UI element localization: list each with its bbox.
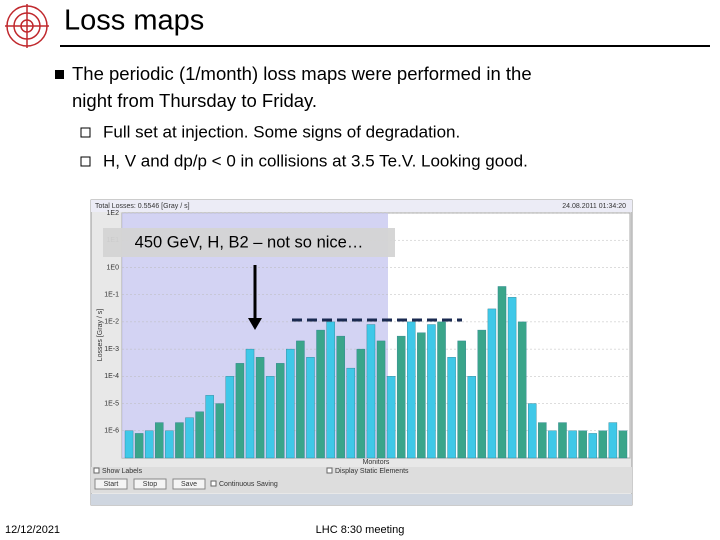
bar bbox=[386, 376, 396, 459]
bar bbox=[578, 430, 587, 459]
annotation: 450 GeV, H, B2 – not so nice… bbox=[135, 233, 364, 251]
sub-bullet-text: Full set at injection. Some signs of deg… bbox=[103, 122, 460, 141]
y-tick-label: 1E0 bbox=[107, 264, 120, 271]
bar bbox=[276, 363, 285, 459]
bar bbox=[245, 348, 255, 459]
timestamp: 24.08.2011 01:34:20 bbox=[562, 203, 626, 210]
y-tick-label: 1E2 bbox=[107, 210, 120, 217]
bar bbox=[538, 422, 547, 459]
sub-bullet bbox=[80, 156, 91, 167]
bar bbox=[507, 297, 517, 459]
bar bbox=[346, 367, 356, 459]
footer-date: 12/12/2021 bbox=[5, 524, 60, 536]
button-label: Start bbox=[104, 481, 119, 488]
control-label: Display Static Elements bbox=[335, 468, 409, 475]
logo bbox=[5, 4, 49, 48]
bar bbox=[437, 321, 446, 459]
checkbox[interactable] bbox=[326, 467, 333, 474]
bar bbox=[467, 376, 477, 459]
y-tick-label: 1E-2 bbox=[104, 319, 119, 326]
checkbox[interactable] bbox=[210, 480, 217, 487]
bar bbox=[286, 348, 295, 459]
bar bbox=[376, 340, 386, 459]
bar bbox=[215, 403, 225, 459]
bar bbox=[356, 348, 366, 459]
bar bbox=[134, 433, 144, 459]
button-label: Save bbox=[181, 481, 197, 488]
annotation-box bbox=[103, 228, 395, 257]
bar bbox=[195, 411, 204, 459]
footer-meeting: LHC 8:30 meeting bbox=[316, 524, 405, 536]
bar bbox=[144, 430, 154, 459]
y-tick-label: 1E-4 bbox=[104, 373, 119, 380]
bar bbox=[155, 422, 164, 459]
bar bbox=[548, 430, 557, 459]
bar bbox=[477, 329, 487, 459]
bar bbox=[588, 433, 597, 459]
bar bbox=[235, 363, 245, 459]
bar bbox=[497, 286, 507, 459]
bar bbox=[568, 430, 577, 459]
bar bbox=[296, 340, 305, 459]
sub-bullet bbox=[80, 127, 91, 138]
bar bbox=[185, 417, 194, 459]
bar bbox=[608, 422, 618, 459]
bar bbox=[447, 357, 456, 459]
y-tick-label: 1E-1 bbox=[104, 292, 119, 299]
arrow-head bbox=[248, 318, 262, 330]
bar bbox=[265, 376, 275, 459]
bar bbox=[407, 321, 416, 459]
annotations: 450 GeV, H, B2 – not so nice… bbox=[103, 228, 462, 330]
bar bbox=[417, 332, 426, 459]
screenshot-header bbox=[91, 200, 632, 212]
start-button[interactable] bbox=[94, 478, 128, 490]
bar bbox=[255, 357, 265, 459]
bar bbox=[306, 357, 315, 459]
bullet-text: The periodic (1/month) loss maps were pe… bbox=[72, 63, 532, 84]
x-axis-label: Monitors bbox=[363, 459, 390, 466]
bar bbox=[517, 321, 527, 459]
checkbox[interactable] bbox=[93, 467, 100, 474]
y-tick-label: 1E-5 bbox=[104, 400, 119, 407]
button-label: Stop bbox=[143, 481, 158, 488]
bar bbox=[366, 324, 376, 459]
bar bbox=[124, 430, 134, 459]
bar bbox=[427, 324, 436, 459]
stop-button[interactable] bbox=[133, 478, 167, 490]
y-tick-label: 1E-6 bbox=[104, 428, 119, 435]
bar bbox=[528, 403, 537, 459]
bar bbox=[326, 321, 335, 459]
bar bbox=[336, 335, 345, 459]
bar bbox=[598, 430, 608, 459]
bar bbox=[618, 430, 628, 459]
bar bbox=[396, 335, 406, 459]
control-label: Continuous Saving bbox=[219, 481, 278, 488]
bullet bbox=[55, 70, 64, 79]
bullet-text: night from Thursday to Friday. bbox=[72, 90, 317, 111]
y-axis-label: Losses [Gray / s] bbox=[97, 309, 104, 362]
y-tick-label: 1E-3 bbox=[104, 346, 119, 353]
bar bbox=[205, 395, 214, 459]
slide-title: Loss maps bbox=[64, 5, 204, 37]
sub-bullet-text: H, V and dp/p < 0 in collisions at 3.5 T… bbox=[103, 151, 528, 170]
status-bar bbox=[91, 494, 632, 505]
bar bbox=[225, 376, 235, 459]
bar bbox=[457, 340, 466, 459]
bar bbox=[165, 430, 174, 459]
save-button[interactable] bbox=[172, 478, 206, 490]
control-label: Show Labels bbox=[102, 468, 143, 475]
bar bbox=[558, 422, 567, 459]
bar bbox=[487, 308, 497, 459]
total-losses: Total Losses: 0.5546 [Gray / s] bbox=[95, 203, 190, 210]
bar bbox=[316, 329, 325, 459]
bar bbox=[175, 422, 184, 459]
